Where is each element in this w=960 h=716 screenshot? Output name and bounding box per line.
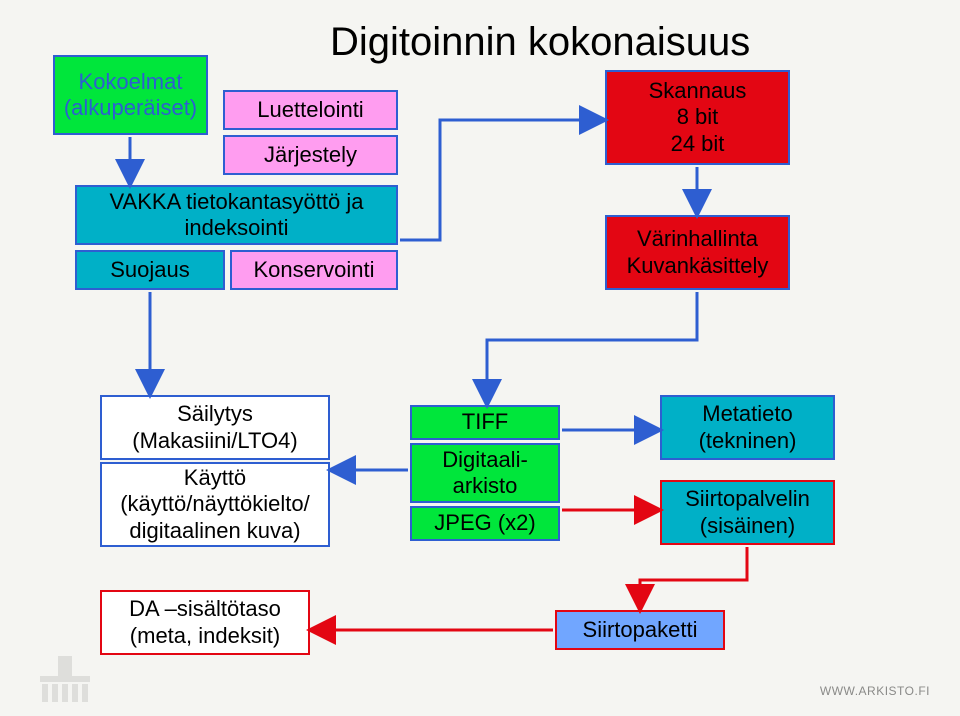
box-luettelointi: Luettelointi xyxy=(223,90,398,130)
box-tiff: TIFF xyxy=(410,405,560,440)
footer-url: WWW.ARKISTO.FI xyxy=(820,684,930,698)
box-skannaus: Skannaus8 bit24 bit xyxy=(605,70,790,165)
box-varinhallinta: VärinhallintaKuvankäsittely xyxy=(605,215,790,290)
footer-logo xyxy=(30,651,100,706)
diagram-title: Digitoinnin kokonaisuus xyxy=(330,20,750,65)
box-sailytys: Säilytys(Makasiini/LTO4) xyxy=(100,395,330,460)
box-siirtopalvelin: Siirtopalvelin(sisäinen) xyxy=(660,480,835,545)
box-kaytto: Käyttö(käyttö/näyttökielto/digitaalinen … xyxy=(100,462,330,547)
box-da: DA –sisältötaso(meta, indeksit) xyxy=(100,590,310,655)
arrow-4 xyxy=(487,292,697,403)
box-digiarkisto: Digitaali-arkisto xyxy=(410,443,560,503)
box-vakka: VAKKA tietokantasyöttö jaindeksointi xyxy=(75,185,398,245)
box-konservointi: Konservointi xyxy=(230,250,398,290)
box-jarjestely: Järjestely xyxy=(223,135,398,175)
arrow-2 xyxy=(400,120,603,240)
box-siirtopaketti: Siirtopaketti xyxy=(555,610,725,650)
box-metatieto: Metatieto(tekninen) xyxy=(660,395,835,460)
arrow-8 xyxy=(640,547,747,608)
box-suojaus: Suojaus xyxy=(75,250,225,290)
box-jpeg: JPEG (x2) xyxy=(410,506,560,541)
box-kokoelmat: Kokoelmat(alkuperäiset) xyxy=(53,55,208,135)
